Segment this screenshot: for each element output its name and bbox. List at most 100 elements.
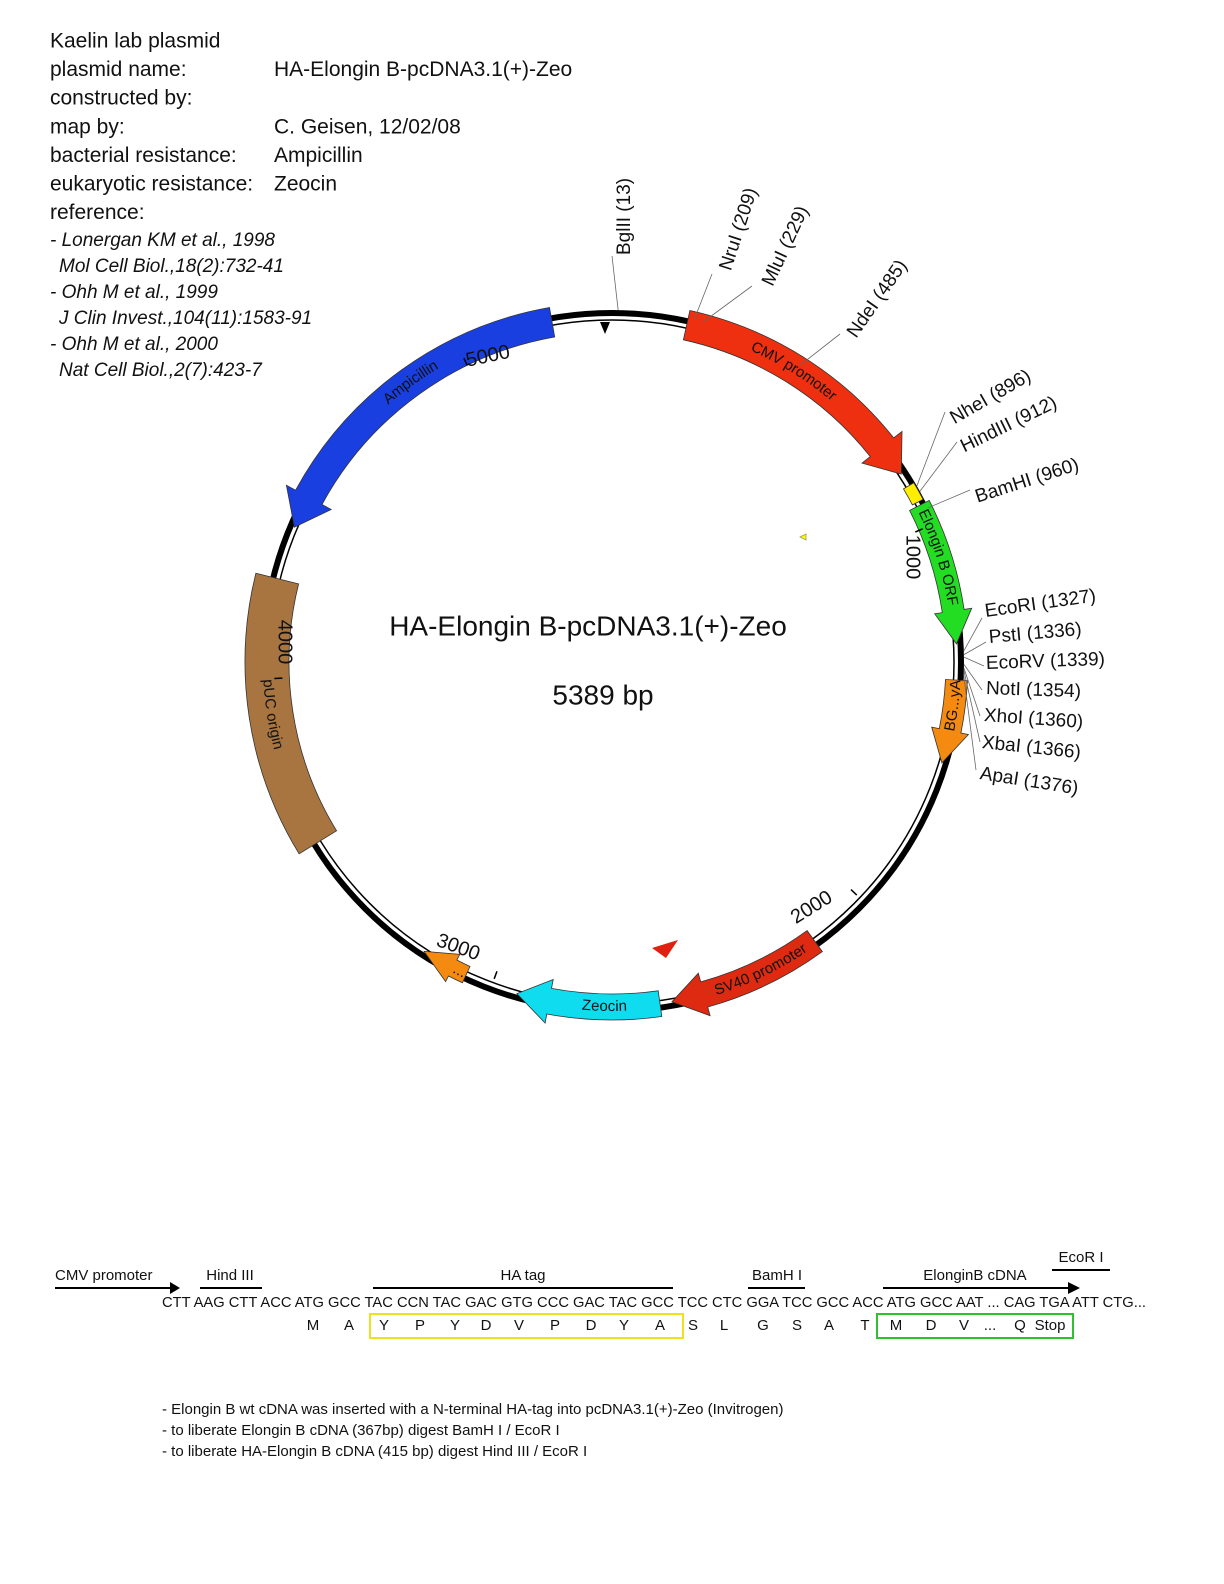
header-label: Kaelin lab plasmid <box>50 30 220 53</box>
header-label: plasmid name: <box>50 58 187 81</box>
cdna-box <box>876 1313 1074 1339</box>
reference: Mol Cell Biol.,18(2):732-41 <box>59 256 284 277</box>
reference: Nat Cell Biol.,2(7):423-7 <box>59 360 263 381</box>
amino-acid: Y <box>619 1317 629 1334</box>
reference: - Ohh M et al., 1999 <box>50 282 218 303</box>
amino-acid: A <box>655 1317 665 1334</box>
sequence-annotation: EcoR I <box>1058 1249 1103 1266</box>
reference: - Lonergan KM et al., 1998 <box>50 230 275 251</box>
feature-label-path: CMV promoter <box>748 338 840 404</box>
site-label: XhoI (1360) <box>983 705 1084 733</box>
feature <box>285 307 556 528</box>
feature <box>682 310 903 475</box>
site-line <box>963 675 977 771</box>
amino-acid: T <box>860 1317 869 1334</box>
site-label: MluI (229) <box>758 203 813 289</box>
feature-label: BG...yA <box>941 679 964 732</box>
map-title: HA-Elongin B-pcDNA3.1(+)-Zeo <box>389 610 787 641</box>
amino-acid: Stop <box>1035 1317 1066 1334</box>
feature-label: Zeocin <box>581 997 627 1015</box>
note: - to liberate Elongin B cDNA (367bp) dig… <box>162 1422 560 1439</box>
site-label: NdeI (485) <box>843 256 912 342</box>
site-label: NruI (209) <box>716 185 762 273</box>
site-line <box>800 333 841 366</box>
amino-acid: V <box>959 1317 969 1334</box>
header-label: reference: <box>50 201 145 224</box>
bglii-marker <box>600 322 610 334</box>
reference: - Ohh M et al., 2000 <box>50 334 218 355</box>
amino-acid: Y <box>379 1317 389 1334</box>
header-label: constructed by: <box>50 87 192 110</box>
amino-acid: A <box>344 1317 354 1334</box>
feature <box>516 978 663 1024</box>
amino-acid: G <box>757 1317 769 1334</box>
amino-acid: M <box>890 1317 903 1334</box>
amino-acid: P <box>415 1317 425 1334</box>
amino-acid: ... <box>984 1317 997 1334</box>
tick-label: 4000 <box>274 620 296 665</box>
amino-acid: Q <box>1014 1317 1026 1334</box>
amino-acid: M <box>307 1317 320 1334</box>
amino-acid: D <box>926 1317 937 1334</box>
site-line <box>963 664 983 691</box>
site-line <box>611 255 619 311</box>
feature <box>423 950 471 984</box>
site-line <box>963 641 987 655</box>
sequence-annotation: HA tag <box>500 1267 545 1284</box>
tick-label: 2000 <box>787 886 836 928</box>
feature-label-path: Zeocin <box>581 997 627 1015</box>
map-size: 5389 bp <box>552 679 653 710</box>
feature <box>902 482 924 506</box>
small-marker <box>799 533 807 541</box>
amino-acid: Y <box>450 1317 460 1334</box>
dna-sequence: CTT AAG CTT ACC ATG GCC TAC CCN TAC GAC … <box>162 1294 1146 1311</box>
site-line <box>916 411 946 487</box>
red-marker <box>652 940 678 958</box>
feature <box>931 679 970 764</box>
tick-label: 1000 <box>902 535 924 580</box>
amino-acid: A <box>824 1317 834 1334</box>
site-line <box>963 668 981 717</box>
cmv-arrow-head <box>170 1282 180 1294</box>
ha-tag-box <box>369 1313 684 1339</box>
feature <box>244 572 338 855</box>
site-label: NotI (1354) <box>986 678 1082 702</box>
site-line <box>963 617 983 652</box>
note: - Elongin B wt cDNA was inserted with a … <box>162 1401 783 1418</box>
site-label: EcoRV (1339) <box>986 649 1106 674</box>
header-label: bacterial resistance: <box>50 144 237 167</box>
site-label: XbaI (1366) <box>981 732 1082 763</box>
amino-acid: D <box>586 1317 597 1334</box>
sequence-annotation: ElonginB cDNA <box>923 1267 1026 1284</box>
note: - to liberate HA-Elongin B cDNA (415 bp)… <box>162 1443 587 1460</box>
tick-mark <box>493 971 498 980</box>
site-label: BglII (13) <box>614 178 635 255</box>
header-label: eukaryotic resistance: <box>50 173 253 196</box>
header-value: C. Geisen, 12/02/08 <box>274 115 461 138</box>
reference: J Clin Invest.,104(11):1583-91 <box>58 308 312 329</box>
feature <box>671 930 823 1017</box>
site-label: EcoRI (1327) <box>983 586 1097 622</box>
header-value: Zeocin <box>274 173 337 196</box>
site-line <box>919 441 958 492</box>
feature <box>909 499 973 645</box>
header-label: map by: <box>50 115 125 138</box>
amino-acid: L <box>720 1317 728 1334</box>
header-value: Ampicillin <box>274 144 363 167</box>
tick-mark <box>915 528 923 533</box>
amino-acid: P <box>550 1317 560 1334</box>
sequence-annotation: BamH I <box>752 1267 802 1284</box>
amino-acid: V <box>514 1317 524 1334</box>
header-value: HA-Elongin B-pcDNA3.1(+)-Zeo <box>274 58 572 81</box>
sequence-annotation: Hind III <box>206 1267 254 1284</box>
feature-label-path: BG...yA <box>941 679 964 732</box>
site-label: PstI (1336) <box>988 619 1082 648</box>
feature-label: CMV promoter <box>748 338 840 404</box>
amino-acid: S <box>688 1317 698 1334</box>
cdna-arrow-head <box>1068 1282 1080 1294</box>
amino-acid: S <box>792 1317 802 1334</box>
site-line <box>693 273 713 320</box>
site-line <box>963 656 985 667</box>
site-label: BamHI (960) <box>973 454 1082 507</box>
